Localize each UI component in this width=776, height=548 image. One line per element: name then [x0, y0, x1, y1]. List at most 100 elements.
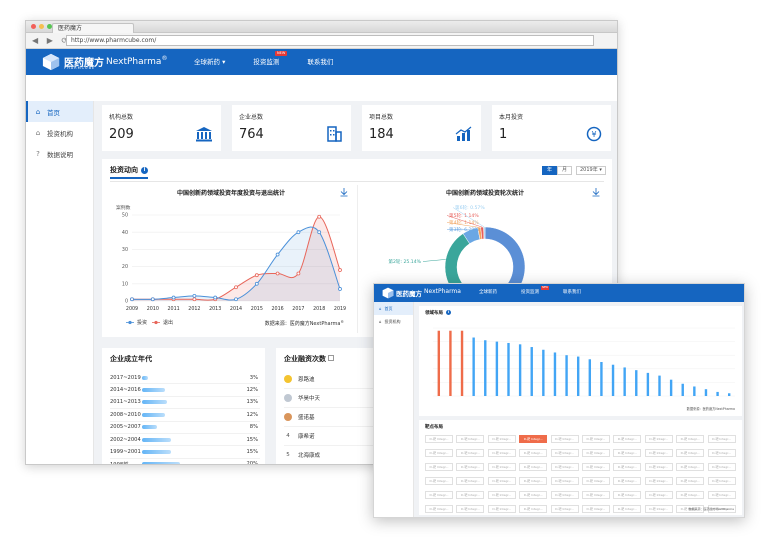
target-tag[interactable]: D-靶 Integr... [487, 435, 516, 443]
data-point[interactable] [338, 268, 342, 272]
data-point[interactable] [150, 297, 155, 302]
browser-tab[interactable]: 医药魔方 [52, 23, 134, 33]
info-icon[interactable]: i [141, 167, 148, 174]
target-tag[interactable]: D-靶 Integr... [519, 477, 548, 485]
checkbox-icon[interactable] [328, 355, 335, 361]
bar[interactable] [507, 342, 510, 396]
bar[interactable] [495, 341, 499, 396]
nav-global-drugs[interactable]: 全球新药 ▾ [194, 49, 225, 75]
target-tag[interactable]: D-靶 Integr... [581, 435, 610, 443]
target-tag[interactable]: D-靶 Integr... [613, 449, 642, 457]
target-tag[interactable]: D-靶 Integr... [707, 449, 736, 457]
target-tag[interactable]: D-靶 Integr... [487, 463, 516, 471]
target-tag[interactable]: D-靶 Integr... [676, 477, 705, 485]
target-tag[interactable]: D-靶 Integr... [676, 491, 705, 499]
bar[interactable] [518, 344, 522, 396]
target-tag[interactable]: D-靶 Integr... [519, 449, 548, 457]
target-tag[interactable]: D-靶 Integr... [581, 505, 610, 513]
target-tag[interactable]: D-靶 Integr... [676, 505, 705, 513]
data-point[interactable] [338, 287, 342, 291]
bar[interactable] [484, 340, 487, 396]
data-point[interactable] [234, 285, 238, 290]
data-point[interactable] [254, 273, 259, 278]
target-tag[interactable]: D-靶 Integr... [456, 449, 485, 457]
legend-marker[interactable] [154, 320, 158, 325]
data-point[interactable] [275, 252, 280, 257]
bar[interactable] [449, 330, 452, 396]
data-point[interactable] [192, 297, 197, 302]
data-point[interactable] [254, 281, 259, 286]
target-tag[interactable]: D-靶 Integr... [519, 463, 548, 471]
target-tag[interactable]: D-靶 Integr... [613, 491, 642, 499]
target-tag[interactable]: D-靶 Integr... [707, 477, 736, 485]
bar[interactable] [437, 330, 441, 396]
bar[interactable] [611, 364, 615, 396]
target-tag[interactable]: D-靶 Integr... [707, 463, 736, 471]
target-tag[interactable]: D-靶 Integr... [550, 435, 579, 443]
toggle-year[interactable]: 年 [542, 166, 558, 175]
data-point[interactable] [296, 271, 301, 276]
target-tag[interactable]: D-靶 Integr... [613, 435, 642, 443]
target-tag[interactable]: D-靶 Integr... [613, 463, 642, 471]
nav-investment-monitor[interactable]: 投资监测 NEW [253, 49, 288, 75]
target-tag[interactable]: D-靶 Integr... [550, 491, 579, 499]
bar[interactable] [669, 379, 673, 396]
legend-marker[interactable] [128, 320, 132, 325]
data-point[interactable] [234, 297, 238, 302]
maximize-window-icon[interactable] [47, 24, 52, 29]
target-tag[interactable]: D-靶 Integr... [581, 463, 610, 471]
data-point[interactable] [130, 297, 134, 302]
data-point[interactable] [192, 293, 197, 298]
data-point[interactable] [317, 230, 322, 235]
target-tag[interactable]: D-靶 Integr... [519, 491, 548, 499]
bar[interactable] [530, 347, 533, 396]
sidebar-item-data-notes[interactable]: ? 数据说明 [26, 143, 93, 164]
target-tag[interactable]: D-靶 Integr... [456, 505, 485, 513]
target-tag[interactable]: D-靶 Integr... [644, 477, 673, 485]
target-tag[interactable]: D-靶 Integr... [613, 505, 642, 513]
target-tag[interactable]: D-靶 Integr... [550, 463, 579, 471]
url-input[interactable]: http://www.pharmcube.com/ [66, 35, 594, 46]
target-tag[interactable]: D-靶 Integr... [644, 463, 673, 471]
minimize-window-icon[interactable] [39, 24, 44, 29]
bar[interactable] [693, 386, 696, 396]
target-tag[interactable]: D-靶 Integr... [487, 491, 516, 499]
target-tag[interactable]: D-靶 Integr... [707, 505, 736, 513]
target-tag[interactable]: D-靶 Integr... [676, 449, 705, 457]
bar[interactable] [553, 352, 557, 396]
target-tag[interactable]: D-靶 Integr... [487, 477, 516, 485]
data-point[interactable] [296, 230, 301, 235]
target-tag[interactable]: D-靶 Integr... [676, 463, 705, 471]
bar[interactable] [542, 349, 545, 396]
target-tag[interactable]: D-靶 Integr... [456, 491, 485, 499]
sidebar-item-home[interactable]: ⌂ 首页 [26, 101, 93, 122]
bar[interactable] [727, 393, 731, 396]
target-tag[interactable]: D-靶 Integr... [425, 505, 453, 513]
nav-contact[interactable]: 联系我们 [307, 49, 333, 75]
target-tag[interactable]: D-靶 Integr... [550, 477, 579, 485]
toggle-month[interactable]: 月 [557, 166, 573, 175]
logo-text[interactable]: 医药魔方 [64, 58, 104, 69]
bar[interactable] [565, 355, 568, 396]
target-tag[interactable]: D-靶 Integr... [519, 435, 548, 443]
bar[interactable] [704, 389, 708, 396]
target-tag[interactable]: D-靶 Integr... [425, 449, 453, 457]
data-point[interactable] [275, 271, 280, 276]
target-tag[interactable]: D-靶 Integr... [644, 435, 673, 443]
bar[interactable] [600, 362, 603, 396]
target-tag[interactable]: D-靶 Integr... [456, 435, 485, 443]
target-tag[interactable]: D-靶 Integr... [425, 463, 453, 471]
browser-nav-buttons[interactable]: ◀ ▶ ⟳ [32, 36, 72, 45]
target-tag[interactable]: D-靶 Integr... [425, 491, 453, 499]
download-icon[interactable] [592, 188, 600, 197]
bar[interactable] [588, 359, 592, 396]
target-tag[interactable]: D-靶 Integr... [581, 477, 610, 485]
target-tag[interactable]: D-靶 Integr... [581, 491, 610, 499]
bar[interactable] [681, 383, 684, 396]
target-tag[interactable]: D-靶 Integr... [425, 477, 453, 485]
target-tag[interactable]: D-靶 Integr... [676, 435, 705, 443]
bar[interactable] [646, 372, 650, 396]
sidebar-item-institutions[interactable]: ⌂ 投资机构 [26, 122, 93, 143]
bar[interactable] [576, 356, 580, 396]
bar[interactable] [716, 391, 719, 396]
